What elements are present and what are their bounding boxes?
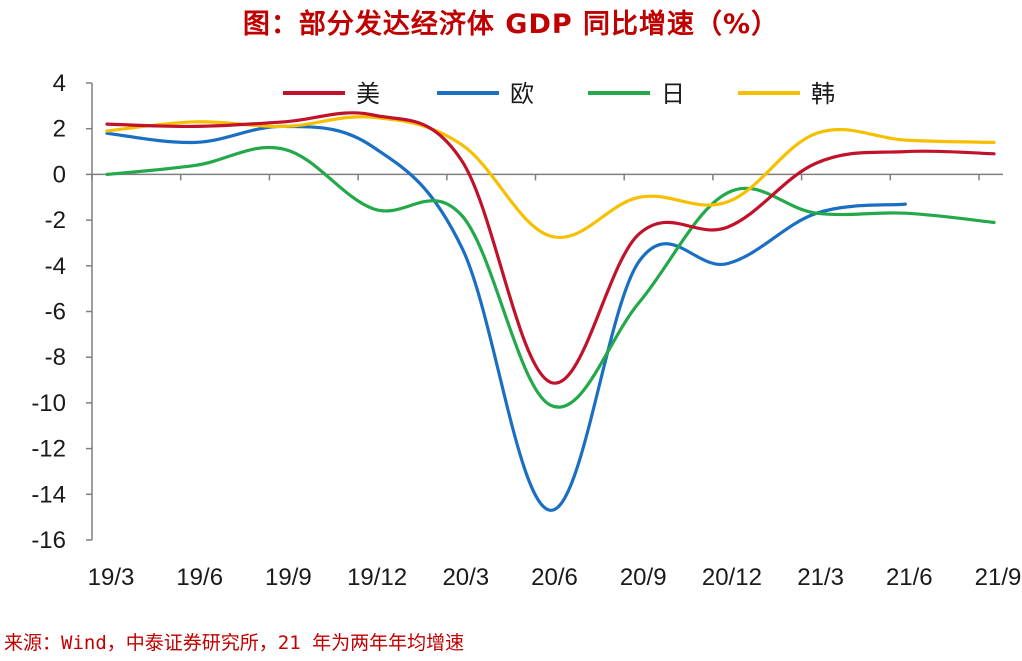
legend-label-2: 欧: [510, 80, 534, 108]
series-line-1: [105, 111, 996, 385]
x-tick-label: 21/3: [797, 564, 844, 591]
x-tick-label: 19/6: [176, 564, 223, 591]
y-tick-label: -12: [31, 436, 66, 463]
y-tick-label: -16: [31, 527, 66, 554]
x-tick-label: 19/3: [88, 564, 135, 591]
y-tick-label: -10: [31, 390, 66, 417]
chart-title: 图：部分发达经济体 GDP 同比增速（%）: [242, 9, 780, 40]
y-tick-label: -8: [45, 344, 66, 371]
series-line-3: [105, 145, 996, 409]
x-tick-label: 20/9: [620, 564, 667, 591]
y-tick-label: -14: [31, 481, 66, 508]
legend: 美欧日韩: [283, 80, 835, 108]
x-tick-label: 20/12: [702, 564, 762, 591]
y-tick-label: 2: [53, 116, 66, 143]
y-tick-label: 4: [53, 70, 66, 97]
y-tick-label: -4: [45, 253, 66, 280]
x-tick-label: 19/9: [265, 564, 312, 591]
y-tick-label: 0: [53, 161, 66, 188]
legend-label-1: 美: [356, 80, 380, 108]
legend-label-4: 韩: [811, 80, 835, 108]
x-tick-label: 21/6: [886, 564, 933, 591]
series-lines: [105, 111, 996, 512]
series-line-4: [105, 115, 996, 240]
x-tick-label: 20/3: [442, 564, 489, 591]
source-note: 来源：Wind，中泰证券研究所，21 年为两年年均增速: [4, 632, 465, 654]
y-tick-label: -6: [45, 299, 66, 326]
x-tick-label: 19/12: [347, 564, 407, 591]
y-tick-label: -2: [45, 207, 66, 234]
x-tick-label: 20/6: [531, 564, 578, 591]
legend-label-3: 日: [661, 80, 685, 108]
x-tick-label: 21/9: [975, 564, 1022, 591]
line-chart: 4 2 0 -2 -4 -6 -8 -10 -12 -14 -16 19/3 19/6 19/9 19/1…: [31, 70, 1022, 591]
x-axis-ticks: 19/3 19/6 19/9 19/12 20/3 20/6 20/9 20/12 21/3 21…: [88, 174, 1022, 591]
y-axis-ticks: 4 2 0 -2 -4 -6 -8 -10 -12 -14 -16: [31, 70, 92, 554]
